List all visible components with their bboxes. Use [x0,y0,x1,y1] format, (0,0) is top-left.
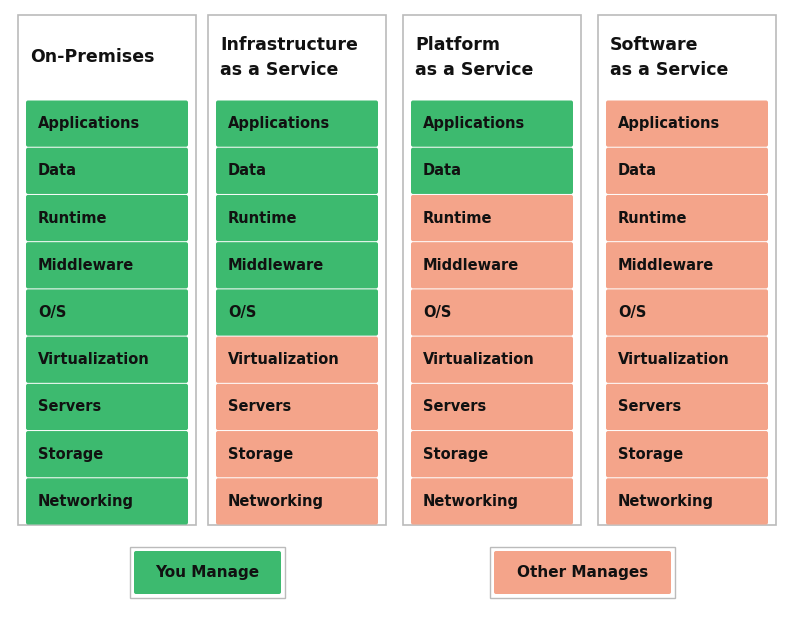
Text: Storage: Storage [423,446,489,461]
Text: Virtualization: Virtualization [618,352,730,367]
Text: Runtime: Runtime [618,211,687,226]
Text: Networking: Networking [618,494,714,509]
FancyBboxPatch shape [606,290,768,335]
Text: Infrastructure
as a Service: Infrastructure as a Service [220,36,358,79]
FancyBboxPatch shape [606,148,768,194]
FancyBboxPatch shape [130,547,285,598]
Text: Middleware: Middleware [38,258,135,273]
Text: Servers: Servers [423,399,486,414]
Text: Applications: Applications [38,116,140,131]
FancyBboxPatch shape [606,195,768,241]
Text: Runtime: Runtime [38,211,107,226]
Text: You Manage: You Manage [155,565,260,580]
FancyBboxPatch shape [26,431,188,477]
FancyBboxPatch shape [411,384,573,430]
FancyBboxPatch shape [411,290,573,335]
FancyBboxPatch shape [411,100,573,147]
Text: Storage: Storage [618,446,683,461]
FancyBboxPatch shape [216,242,378,288]
Text: Middleware: Middleware [618,258,714,273]
FancyBboxPatch shape [411,195,573,241]
Text: Applications: Applications [423,116,525,131]
Text: Virtualization: Virtualization [38,352,150,367]
FancyBboxPatch shape [216,384,378,430]
FancyBboxPatch shape [411,337,573,383]
FancyBboxPatch shape [216,290,378,335]
FancyBboxPatch shape [411,148,573,194]
Text: O/S: O/S [423,305,452,320]
FancyBboxPatch shape [606,337,768,383]
Text: Networking: Networking [38,494,134,509]
FancyBboxPatch shape [403,15,581,525]
Text: Data: Data [38,163,77,178]
FancyBboxPatch shape [606,431,768,477]
Text: Virtualization: Virtualization [423,352,535,367]
Text: Storage: Storage [38,446,103,461]
FancyBboxPatch shape [26,100,188,147]
FancyBboxPatch shape [494,551,671,594]
FancyBboxPatch shape [26,337,188,383]
Text: O/S: O/S [618,305,646,320]
FancyBboxPatch shape [216,337,378,383]
FancyBboxPatch shape [26,384,188,430]
Text: Applications: Applications [228,116,330,131]
Text: Networking: Networking [228,494,324,509]
FancyBboxPatch shape [216,431,378,477]
FancyBboxPatch shape [216,100,378,147]
Text: Runtime: Runtime [228,211,297,226]
FancyBboxPatch shape [216,148,378,194]
FancyBboxPatch shape [26,148,188,194]
FancyBboxPatch shape [134,551,281,594]
FancyBboxPatch shape [490,547,675,598]
Text: Applications: Applications [618,116,720,131]
Text: O/S: O/S [38,305,66,320]
FancyBboxPatch shape [606,478,768,525]
Text: Middleware: Middleware [423,258,519,273]
Text: Platform
as a Service: Platform as a Service [415,36,533,79]
FancyBboxPatch shape [606,242,768,288]
FancyBboxPatch shape [606,100,768,147]
FancyBboxPatch shape [26,478,188,525]
FancyBboxPatch shape [18,15,196,525]
FancyBboxPatch shape [411,478,573,525]
FancyBboxPatch shape [26,242,188,288]
Text: O/S: O/S [228,305,256,320]
FancyBboxPatch shape [598,15,776,525]
FancyBboxPatch shape [411,431,573,477]
FancyBboxPatch shape [411,242,573,288]
Text: Servers: Servers [618,399,681,414]
FancyBboxPatch shape [26,290,188,335]
Text: On-Premises: On-Premises [30,48,155,66]
Text: Software
as a Service: Software as a Service [610,36,728,79]
Text: Data: Data [423,163,462,178]
FancyBboxPatch shape [606,384,768,430]
Text: Other Manages: Other Manages [517,565,648,580]
Text: Servers: Servers [38,399,101,414]
FancyBboxPatch shape [208,15,386,525]
Text: Servers: Servers [228,399,292,414]
Text: Storage: Storage [228,446,293,461]
Text: Middleware: Middleware [228,258,324,273]
Text: Data: Data [228,163,267,178]
Text: Networking: Networking [423,494,519,509]
FancyBboxPatch shape [216,195,378,241]
Text: Runtime: Runtime [423,211,493,226]
FancyBboxPatch shape [26,195,188,241]
Text: Data: Data [618,163,657,178]
FancyBboxPatch shape [216,478,378,525]
Text: Virtualization: Virtualization [228,352,340,367]
